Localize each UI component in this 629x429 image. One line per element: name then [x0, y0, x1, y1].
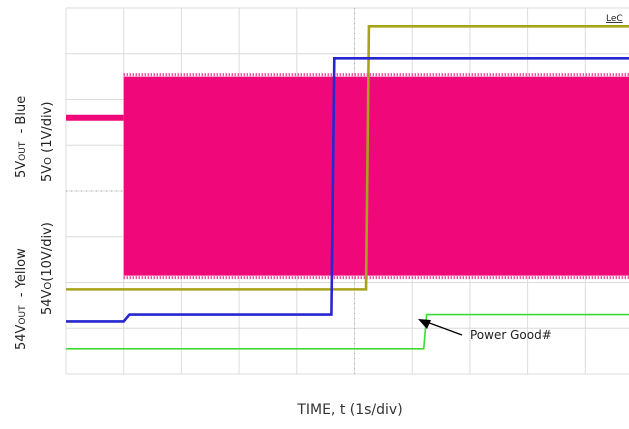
ylabel-blue-prefix: 5V	[14, 160, 29, 178]
ylabel-blue-scale-prefix: 5V	[40, 164, 55, 182]
ylabel-yellow: 54VOUT - Yellow	[14, 248, 29, 350]
ylabel-yellow-scale-suffix: (10V/div)	[40, 222, 55, 282]
power-good-annotation: Power Good#	[418, 319, 552, 342]
trace-blue	[66, 57, 629, 323]
vendor-mark: LeC	[606, 14, 623, 24]
ylabel-blue-scale-sub: O	[43, 156, 54, 165]
ylabel-yellow-scale-prefix: 54V	[40, 289, 55, 315]
trace-green	[66, 313, 629, 350]
x-axis-label: TIME, t (1s/div)	[297, 402, 403, 418]
trace-yellow	[66, 24, 629, 291]
ylabel-blue: 5VOUT - Blue	[14, 96, 29, 178]
ylabel-yellow-suffix: - Yellow	[14, 248, 29, 306]
annotation-text: Power Good#	[470, 328, 552, 342]
ylabel-yellow-prefix: 54V	[14, 324, 29, 350]
ylabel-blue-suffix: - Blue	[14, 95, 29, 142]
ylabel-yellow-sub: OUT	[18, 305, 28, 325]
annotation-arrowhead	[418, 319, 431, 329]
traces	[66, 24, 629, 350]
ylabel-blue-sub: OUT	[18, 141, 28, 161]
ylabel-yellow-scale: 54VO(10V/div)	[40, 222, 55, 315]
ylabel-yellow-scale-sub: O	[43, 281, 54, 290]
annotation-arrow	[423, 320, 463, 336]
ylabel-blue-scale: 5VO (1V/div)	[40, 102, 55, 182]
ylabel-blue-scale-suffix: (1V/div)	[40, 101, 55, 157]
trace-pink-burst	[123, 76, 629, 276]
